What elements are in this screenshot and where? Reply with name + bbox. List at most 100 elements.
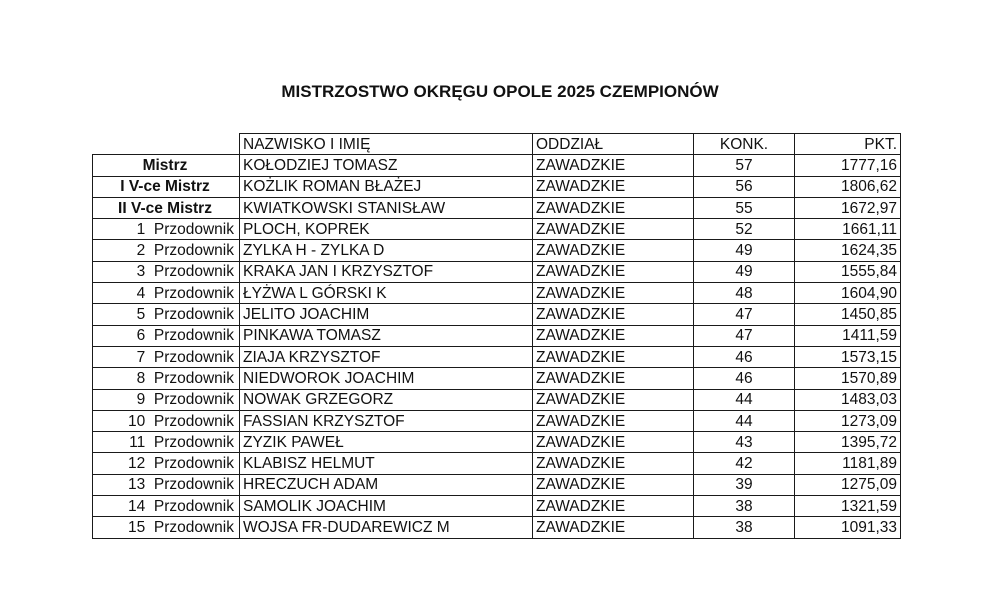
branch-cell: ZAWADZKIE <box>532 516 694 539</box>
name-cell: ZIAJA KRZYSZTOF <box>239 345 533 369</box>
rank-cell: 2 Przodownik <box>92 239 240 262</box>
pkt-cell: 1483,03 <box>794 388 901 411</box>
header-name: NAZWISKO I IMIĘ <box>239 132 533 156</box>
branch-cell: ZAWADZKIE <box>532 473 694 497</box>
table-row: Mistrz KOŁODZIEJ TOMASZ ZAWADZKIE 57 1777,16 <box>92 154 901 177</box>
konk-cell: 55 <box>693 196 795 220</box>
pkt-cell: 1672,97 <box>794 196 901 220</box>
rank-cell: 8 Przodownik <box>92 367 240 390</box>
konk-cell: 56 <box>693 175 795 198</box>
name-cell: FASSIAN KRZYSZTOF <box>239 409 533 433</box>
branch-cell: ZAWADZKIE <box>532 175 694 198</box>
table-row: 10 Przodownik FASSIAN KRZYSZTOF ZAWADZKIE 4… <box>92 409 901 433</box>
branch-cell: ZAWADZKIE <box>532 431 694 454</box>
konk-cell: 46 <box>693 345 795 369</box>
rank-cell: 11 Przodownik <box>92 431 240 454</box>
pkt-cell: 1091,33 <box>794 516 901 539</box>
name-cell: ŁYŻWA L GÓRSKI K <box>239 282 533 305</box>
name-cell: ZYLKA H - ZYLKA D <box>239 239 533 262</box>
pkt-cell: 1661,11 <box>794 218 901 241</box>
document-title: MISTRZOSTWO OKRĘGU OPOLE 2025 CZEMPIONÓW <box>281 82 719 101</box>
table-row: 7 Przodownik ZIAJA KRZYSZTOF ZAWADZKIE 46 15… <box>92 345 901 369</box>
rank-cell: 7 Przodownik <box>92 345 240 369</box>
pkt-cell: 1570,89 <box>794 367 901 390</box>
branch-cell: ZAWADZKIE <box>532 196 694 220</box>
name-cell: KLABISZ HELMUT <box>239 452 533 475</box>
name-cell: WOJSA FR-DUDAREWICZ M <box>239 516 533 539</box>
table-row: 3 Przodownik KRAKA JAN I KRZYSZTOF ZAWADZK… <box>92 260 901 284</box>
pkt-cell: 1573,15 <box>794 345 901 369</box>
rank-cell: 4 Przodownik <box>92 282 240 305</box>
name-cell: PLOCH, KOPREK <box>239 218 533 241</box>
konk-cell: 48 <box>693 282 795 305</box>
konk-cell: 49 <box>693 260 795 284</box>
name-cell: PINKAWA TOMASZ <box>239 324 533 347</box>
pkt-cell: 1273,09 <box>794 409 901 433</box>
pkt-cell: 1555,84 <box>794 260 901 284</box>
name-cell: KWIATKOWSKI STANISŁAW <box>239 196 533 220</box>
rank-cell: 3 Przodownik <box>92 260 240 284</box>
pkt-cell: 1450,85 <box>794 303 901 326</box>
pkt-cell: 1275,09 <box>794 473 901 497</box>
branch-cell: ZAWADZKIE <box>532 388 694 411</box>
header-pkt: PKT. <box>794 132 901 156</box>
rank-cell: 10 Przodownik <box>92 409 240 433</box>
branch-cell: ZAWADZKIE <box>532 154 694 177</box>
table-row: 6 Przodownik PINKAWA TOMASZ ZAWADZKIE 47 141… <box>92 324 901 347</box>
name-cell: SAMOLIK JOACHIM <box>239 495 533 518</box>
branch-cell: ZAWADZKIE <box>532 409 694 433</box>
table-row: 5 Przodownik JELITO JOACHIM ZAWADZKIE 47 145… <box>92 303 901 326</box>
rank-cell: 1 Przodownik <box>92 218 240 241</box>
pkt-cell: 1777,16 <box>794 154 901 177</box>
rank-cell: Mistrz <box>92 154 240 177</box>
rank-cell: 5 Przodownik <box>92 303 240 326</box>
branch-cell: ZAWADZKIE <box>532 324 694 347</box>
name-cell: ZYZIK PAWEŁ <box>239 431 533 454</box>
konk-cell: 44 <box>693 388 795 411</box>
name-cell: HRECZUCH ADAM <box>239 473 533 497</box>
table-row: 12 Przodownik KLABISZ HELMUT ZAWADZKIE 42 11… <box>92 452 901 475</box>
pkt-cell: 1624,35 <box>794 239 901 262</box>
header-blank <box>92 133 240 156</box>
konk-cell: 47 <box>693 303 795 326</box>
name-cell: KRAKA JAN I KRZYSZTOF <box>239 260 533 284</box>
name-cell: NOWAK GRZEGORZ <box>239 388 533 411</box>
branch-cell: ZAWADZKIE <box>532 452 694 475</box>
header-row: NAZWISKO I IMIĘ ODDZIAŁ KONK. PKT. <box>92 132 901 156</box>
name-cell: KOŻLIK ROMAN BŁAŻEJ <box>239 175 533 198</box>
rank-cell: 9 Przodownik <box>92 388 240 411</box>
table-row: 11 Przodownik ZYZIK PAWEŁ ZAWADZKIE 43 1395,… <box>92 431 901 454</box>
konk-cell: 46 <box>693 367 795 390</box>
table-row: 1 Przodownik PLOCH, KOPREK ZAWADZKIE 52 1661… <box>92 218 901 241</box>
rank-cell: 6 Przodownik <box>92 324 240 347</box>
branch-cell: ZAWADZKIE <box>532 367 694 390</box>
name-cell: NIEDWOROK JOACHIM <box>239 367 533 390</box>
table-row: 15 Przodownik WOJSA FR-DUDAREWICZ M ZAWADZ… <box>92 516 901 539</box>
branch-cell: ZAWADZKIE <box>532 303 694 326</box>
konk-cell: 39 <box>693 473 795 497</box>
rank-cell: 12 Przodownik <box>92 452 240 475</box>
branch-cell: ZAWADZKIE <box>532 218 694 241</box>
rank-cell: 15 Przodownik <box>92 516 240 539</box>
branch-cell: ZAWADZKIE <box>532 282 694 305</box>
branch-cell: ZAWADZKIE <box>532 260 694 284</box>
table-row: II V-ce Mistrz KWIATKOWSKI STANISŁAW ZAWAD… <box>92 196 901 220</box>
results-table: NAZWISKO I IMIĘ ODDZIAŁ KONK. PKT. Mistr… <box>92 132 901 539</box>
table-row: 13 Przodownik HRECZUCH ADAM ZAWADZKIE 39 127… <box>92 473 901 497</box>
konk-cell: 43 <box>693 431 795 454</box>
header-konk: KONK. <box>693 132 795 156</box>
konk-cell: 42 <box>693 452 795 475</box>
table-row: 4 Przodownik ŁYŻWA L GÓRSKI K ZAWADZKIE 48 1… <box>92 282 901 305</box>
name-cell: JELITO JOACHIM <box>239 303 533 326</box>
rank-cell: 14 Przodownik <box>92 495 240 518</box>
konk-cell: 49 <box>693 239 795 262</box>
konk-cell: 38 <box>693 495 795 518</box>
table-row: 14 Przodownik SAMOLIK JOACHIM ZAWADZKIE 38 1… <box>92 495 901 518</box>
table-row: I V-ce Mistrz KOŻLIK ROMAN BŁAŻEJ ZAWADZKI… <box>92 175 901 198</box>
konk-cell: 52 <box>693 218 795 241</box>
rank-cell: 13 Przodownik <box>92 473 240 497</box>
konk-cell: 44 <box>693 409 795 433</box>
name-cell: KOŁODZIEJ TOMASZ <box>239 154 533 177</box>
rank-cell: II V-ce Mistrz <box>92 196 240 220</box>
header-branch: ODDZIAŁ <box>532 132 694 156</box>
